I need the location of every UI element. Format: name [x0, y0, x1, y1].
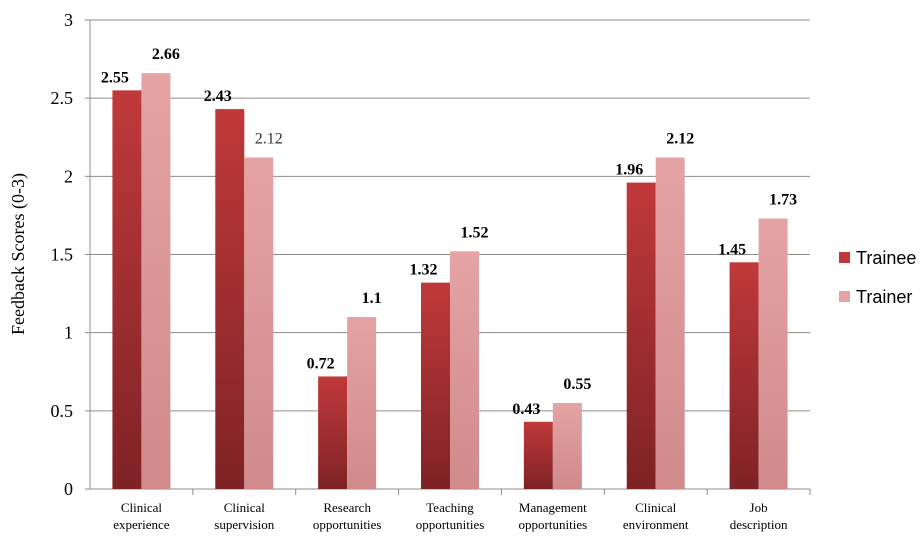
bar-trainee — [112, 90, 142, 489]
bar-trainee — [318, 376, 348, 489]
x-category-label: Research opportunities — [313, 500, 382, 532]
bar-trainee — [421, 282, 450, 489]
y-tick-label: 3 — [64, 10, 73, 30]
bar-trainer — [244, 157, 274, 489]
y-tick-label: 2.5 — [51, 88, 74, 108]
x-category-label: Job description — [730, 500, 788, 532]
bar-trainer — [141, 73, 171, 490]
legend-label-trainee: Trainee — [856, 248, 916, 268]
data-label-trainee: 1.45 — [718, 241, 746, 258]
bar-trainer — [347, 317, 377, 489]
bar-trainee — [523, 421, 553, 489]
data-label-trainee: 0.43 — [512, 401, 540, 418]
data-label-trainer: 0.55 — [563, 376, 591, 393]
bar-trainer — [655, 157, 685, 489]
bar-trainee — [729, 262, 759, 489]
bar-trainee — [626, 182, 656, 489]
y-tick-label: 2 — [64, 166, 73, 186]
x-category-label: Clinical experience — [113, 500, 170, 532]
bars — [112, 73, 788, 490]
data-label-trainee: 2.55 — [101, 69, 129, 86]
y-tick-label: 1 — [64, 323, 73, 343]
legend-label-trainer: Trainer — [856, 287, 912, 307]
x-category-label: Clinical environment — [623, 500, 689, 532]
data-label-trainee: 1.96 — [615, 162, 643, 179]
data-label-trainer: 1.73 — [769, 192, 797, 209]
bar-trainer — [552, 403, 582, 489]
x-category-label: Clinical supervision — [214, 500, 274, 532]
x-category-label: Teaching opportunities — [416, 500, 485, 532]
bar-trainer — [450, 251, 479, 489]
y-tick-label: 1.5 — [51, 245, 74, 265]
bar-trainee — [215, 109, 245, 490]
legend-swatch-trainer — [839, 291, 850, 302]
legend-swatch-trainee — [839, 252, 850, 263]
y-tick-label: 0 — [64, 479, 73, 499]
data-label-trainer: 2.12 — [666, 131, 694, 148]
x-category-label: Management opportunities — [519, 500, 588, 532]
y-tick-label: 0.5 — [51, 401, 74, 421]
data-label-trainee: 2.43 — [204, 88, 232, 105]
data-label-trainer: 1.52 — [461, 224, 489, 241]
data-label-trainee: 0.72 — [307, 355, 335, 372]
bar-trainer — [758, 218, 788, 489]
data-label-trainer: 2.12 — [255, 131, 283, 148]
data-label-trainer: 2.66 — [152, 46, 180, 63]
data-label-trainee: 1.32 — [410, 262, 438, 279]
data-labels: 2.55 2.66 2.43 2.12 0.72 1.1 1.32 1.52 0.43 0.55 1… — [101, 46, 797, 418]
y-axis-label: Feedback Scores (0-3) — [8, 173, 29, 335]
data-label-trainer: 1.1 — [362, 290, 382, 307]
legend: Trainee Trainer — [839, 248, 916, 307]
